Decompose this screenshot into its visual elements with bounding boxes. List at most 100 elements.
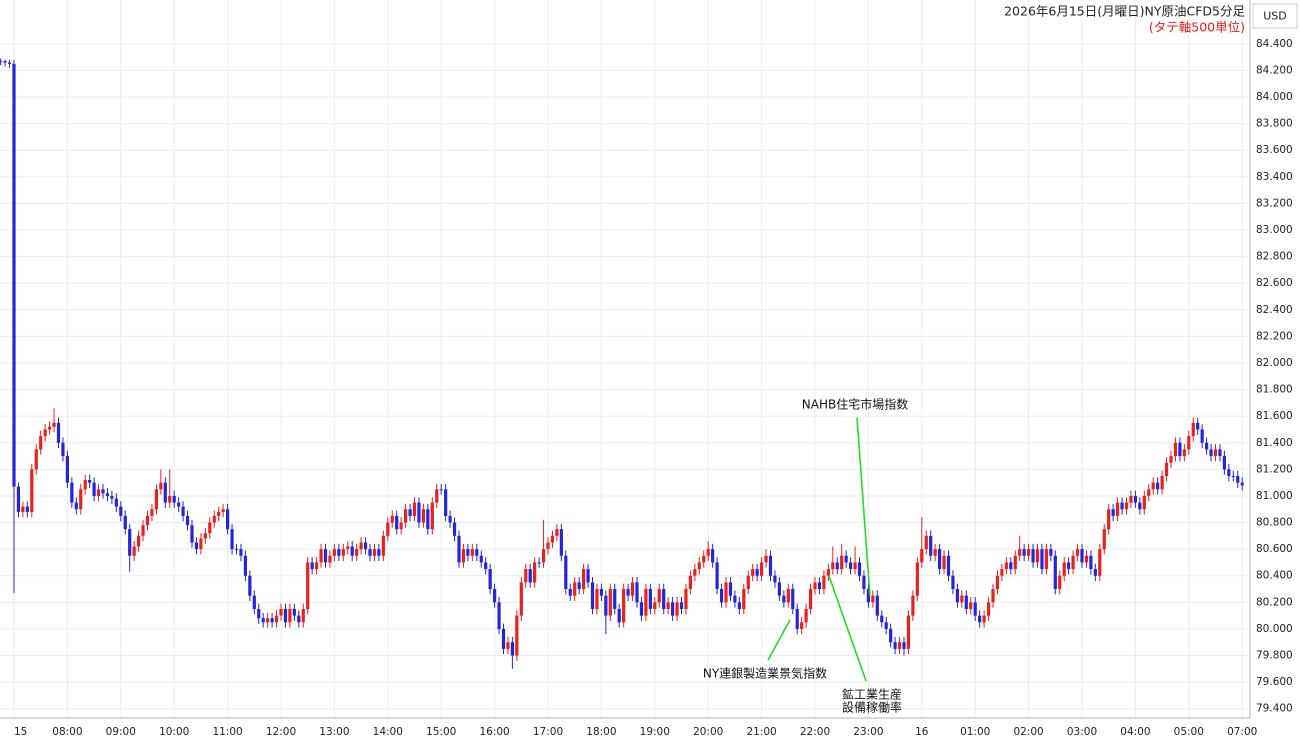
candle-body <box>835 562 839 570</box>
candle-body <box>319 549 323 563</box>
candle-body <box>1231 476 1235 478</box>
y-tick-label: 80.800 <box>1256 517 1293 529</box>
candle-body <box>190 525 194 543</box>
candle-body <box>279 608 283 616</box>
y-tick-label: 81.200 <box>1256 463 1293 475</box>
candle-body <box>1191 422 1195 437</box>
candle-body <box>257 608 261 619</box>
candle-body <box>582 569 586 590</box>
candle-body <box>768 555 773 576</box>
candle-body <box>568 589 572 596</box>
candle-body <box>363 542 368 550</box>
candle-body <box>1129 495 1133 503</box>
candle-body <box>484 562 488 570</box>
candle-body <box>924 535 928 550</box>
candle-body <box>1173 442 1178 457</box>
candle-body <box>933 549 937 556</box>
candle-body <box>266 618 270 623</box>
candle-body <box>653 602 657 609</box>
candle-body <box>1218 449 1222 457</box>
x-tick-label: 13:00 <box>319 726 349 738</box>
candle-body <box>163 482 167 503</box>
candle-body <box>337 549 341 556</box>
candle-body <box>426 509 430 530</box>
candle-body <box>461 549 466 563</box>
price-axis-panel <box>1250 0 1300 745</box>
candle-body <box>675 602 679 616</box>
annotation-line <box>767 619 791 661</box>
candle-body <box>915 562 919 596</box>
x-tick-label: 02:00 <box>1013 726 1043 738</box>
candle-body <box>626 589 630 596</box>
candle-body <box>74 502 78 510</box>
candle-body <box>372 549 377 556</box>
candle-body <box>639 602 644 616</box>
candle-body <box>199 538 203 550</box>
candle-body <box>1156 482 1160 490</box>
candle-body <box>617 608 621 623</box>
candle-body <box>1013 555 1017 570</box>
candle-body <box>635 582 639 603</box>
candle-body <box>1000 569 1004 576</box>
candle-body <box>746 575 750 590</box>
candle-body <box>1022 549 1026 556</box>
candle-body <box>751 569 755 576</box>
candle-body <box>430 502 434 530</box>
candle-body <box>862 575 866 590</box>
candle-body <box>760 562 764 576</box>
candle-body <box>920 549 924 563</box>
candle-body <box>969 602 973 609</box>
candle-body <box>1120 502 1124 510</box>
candle-body <box>203 533 207 539</box>
candle-body <box>813 582 817 590</box>
candle-body <box>657 589 661 603</box>
candle-body <box>137 535 141 547</box>
candle-body <box>1227 469 1231 477</box>
candle-body <box>911 595 915 616</box>
candle-body <box>1151 482 1155 490</box>
candle-body <box>150 509 154 516</box>
candle-body <box>595 589 599 609</box>
candle-body <box>332 549 336 556</box>
candle-body <box>866 589 870 603</box>
candle-body <box>359 542 363 550</box>
candle-body <box>1236 476 1240 483</box>
candle-body <box>390 515 394 523</box>
x-tick-label: 23:00 <box>853 726 883 738</box>
y-tick-label: 84.000 <box>1256 91 1293 103</box>
candle-body <box>96 489 101 496</box>
candle-body <box>773 575 777 583</box>
x-tick-label: 15 <box>14 726 27 738</box>
candle-body <box>786 589 790 603</box>
x-tick-label: 05:00 <box>1174 726 1204 738</box>
x-tick-label: 20:00 <box>693 726 723 738</box>
candle-body <box>906 615 911 649</box>
candle-body <box>252 595 256 609</box>
candle-body <box>399 522 403 530</box>
candle-body <box>1031 549 1035 563</box>
candle-body <box>1080 549 1084 563</box>
candle-body <box>693 569 697 576</box>
candle-body <box>800 622 804 629</box>
candle-body <box>466 549 470 556</box>
y-tick-label: 82.200 <box>1256 330 1293 342</box>
candle-body <box>946 555 951 576</box>
candle-body <box>194 542 199 550</box>
candle-body <box>1178 442 1182 457</box>
candle-body <box>1093 569 1097 576</box>
candle-body <box>159 482 163 490</box>
candle-body <box>56 422 61 443</box>
x-tick-label: 16 <box>915 726 929 738</box>
candle-body <box>1098 549 1102 576</box>
candle-body <box>105 493 110 496</box>
candle-body <box>217 511 221 516</box>
candle-body <box>546 542 550 550</box>
candle-body <box>938 549 942 570</box>
candle-body <box>1058 575 1062 590</box>
candle-body <box>648 589 652 609</box>
candle-body <box>226 509 230 530</box>
candle-body <box>61 442 65 457</box>
candle-body <box>114 498 118 507</box>
candle-body <box>679 602 684 609</box>
candle-body <box>261 618 265 623</box>
